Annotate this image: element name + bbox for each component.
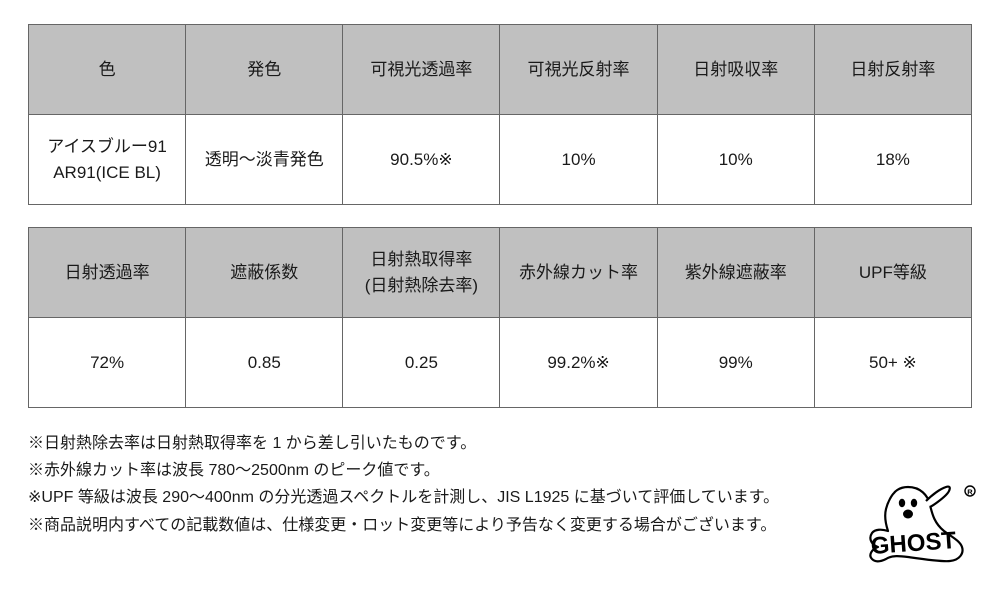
col-header: 日射反射率 (814, 25, 971, 115)
col-header: 発色 (186, 25, 343, 115)
note-line: ※赤外線カット率は波長 780～2500nm のピーク値です。 (28, 457, 868, 484)
col-header: 赤外線カット率 (500, 228, 657, 318)
table-row: 72% 0.85 0.25 99.2%※ 99% 50+ ※ (29, 318, 972, 408)
table-header-row: 日射透過率 遮蔽係数 日射熱取得率(日射熱除去率) 赤外線カット率 紫外線遮蔽率… (29, 228, 972, 318)
spec-table-2: 日射透過率 遮蔽係数 日射熱取得率(日射熱除去率) 赤外線カット率 紫外線遮蔽率… (28, 227, 972, 408)
col-header: 日射熱取得率(日射熱除去率) (343, 228, 500, 318)
svg-text:R: R (967, 488, 973, 497)
cell: 99.2%※ (500, 318, 657, 408)
col-header: 可視光透過率 (343, 25, 500, 115)
cell: 50+ ※ (814, 318, 971, 408)
col-header: 可視光反射率 (500, 25, 657, 115)
cell: 99% (657, 318, 814, 408)
cell: 0.85 (186, 318, 343, 408)
cell: 透明～淡青発色 (186, 115, 343, 205)
table-row: アイスブルー91AR91(ICE BL) 透明～淡青発色 90.5%※ 10% … (29, 115, 972, 205)
spec-table-1: 色 発色 可視光透過率 可視光反射率 日射吸収率 日射反射率 アイスブルー91A… (28, 24, 972, 205)
cell: 10% (657, 115, 814, 205)
col-header: 日射透過率 (29, 228, 186, 318)
ghost-logo: R GHOST (852, 481, 982, 576)
col-header: UPF等級 (814, 228, 971, 318)
note-line: ※日射熱除去率は日射熱取得率を 1 から差し引いたものです。 (28, 430, 868, 457)
col-header: 遮蔽係数 (186, 228, 343, 318)
cell: 90.5%※ (343, 115, 500, 205)
cell: アイスブルー91AR91(ICE BL) (29, 115, 186, 205)
col-header: 日射吸収率 (657, 25, 814, 115)
cell: 18% (814, 115, 971, 205)
ghost-icon: R GHOST (852, 481, 982, 576)
col-header: 紫外線遮蔽率 (657, 228, 814, 318)
col-header: 色 (29, 25, 186, 115)
cell: 72% (29, 318, 186, 408)
note-line: ※商品説明内すべての記載数値は、仕様変更・ロット変更等により予告なく変更する場合… (28, 512, 868, 539)
footnotes: ※日射熱除去率は日射熱取得率を 1 から差し引いたものです。 ※赤外線カット率は… (28, 430, 868, 539)
note-line: ※UPF 等級は波長 290～400nm の分光透過スペクトルを計測し、JIS … (28, 484, 868, 511)
cell: 0.25 (343, 318, 500, 408)
table-header-row: 色 発色 可視光透過率 可視光反射率 日射吸収率 日射反射率 (29, 25, 972, 115)
cell: 10% (500, 115, 657, 205)
